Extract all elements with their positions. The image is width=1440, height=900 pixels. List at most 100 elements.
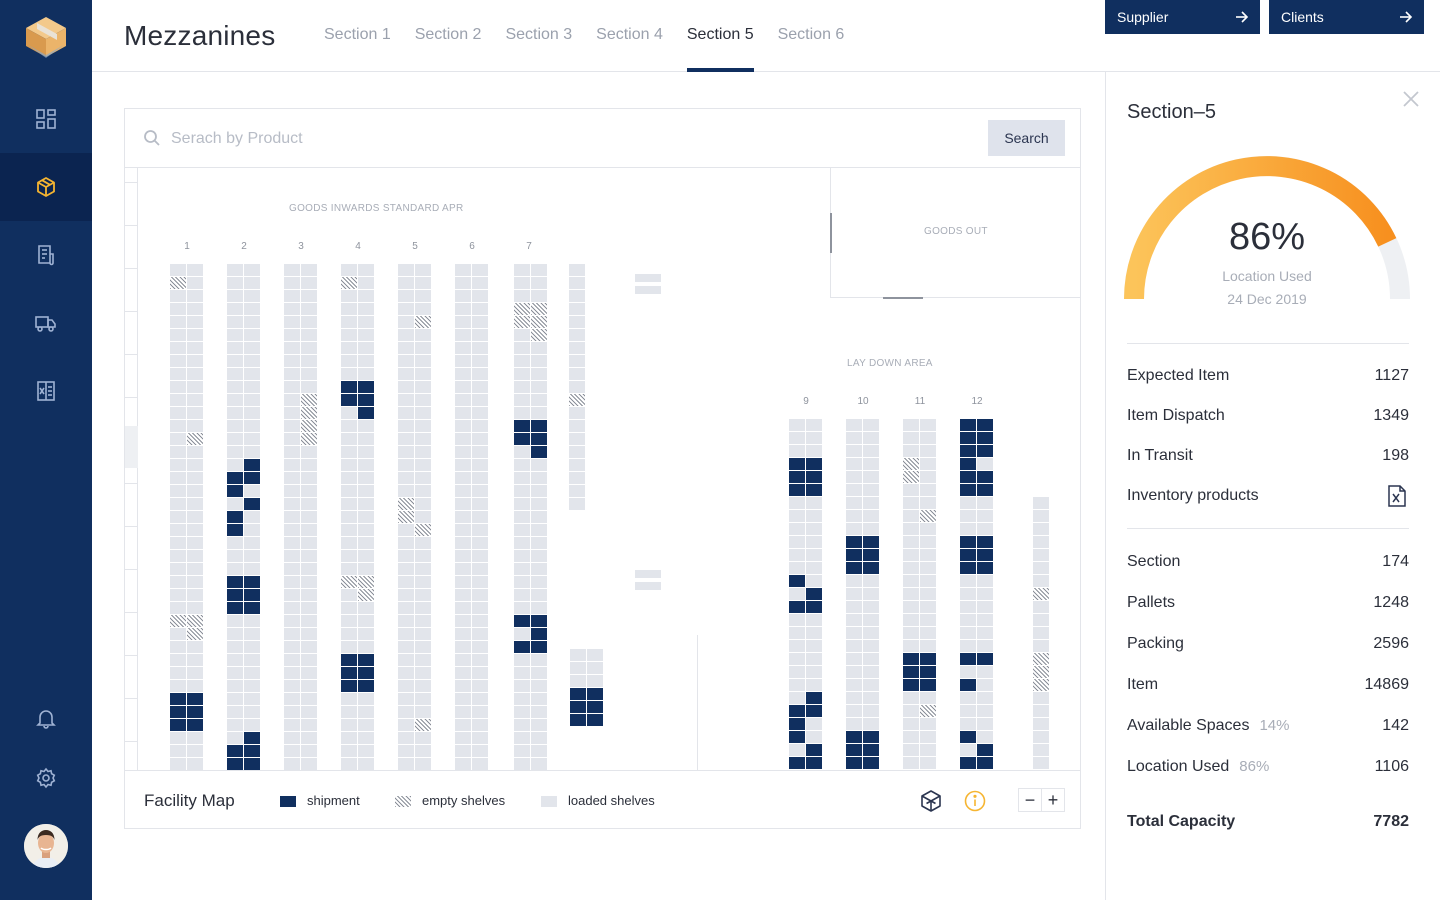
shelf-loaded[interactable]: [227, 342, 243, 354]
shelf-loaded[interactable]: [1033, 744, 1049, 756]
shelf-loaded[interactable]: [284, 693, 300, 705]
shelf-loaded[interactable]: [806, 679, 822, 691]
shelf-shipment[interactable]: [531, 420, 547, 432]
shelf-loaded[interactable]: [569, 446, 585, 458]
shelf-loaded[interactable]: [341, 446, 357, 458]
shelf-loaded[interactable]: [398, 342, 414, 354]
shelf-shipment[interactable]: [531, 433, 547, 445]
shelf-loaded[interactable]: [514, 706, 530, 718]
shelf-loaded[interactable]: [170, 264, 186, 276]
shelf-loaded[interactable]: [301, 472, 317, 484]
shelf-loaded[interactable]: [903, 445, 919, 457]
shelf-loaded[interactable]: [1033, 731, 1049, 743]
shelf-shipment[interactable]: [244, 589, 260, 601]
shelf-loaded[interactable]: [863, 575, 879, 587]
shelf-loaded[interactable]: [398, 264, 414, 276]
shelf-loaded[interactable]: [284, 654, 300, 666]
shelf-loaded[interactable]: [455, 420, 471, 432]
shelf-loaded[interactable]: [455, 303, 471, 315]
shelf-loaded[interactable]: [244, 394, 260, 406]
shelf-loaded[interactable]: [472, 290, 488, 302]
shelf-loaded[interactable]: [227, 615, 243, 627]
shelf-loaded[interactable]: [358, 758, 374, 770]
shelf-loaded[interactable]: [587, 649, 603, 661]
shelf-empty[interactable]: [514, 316, 530, 328]
shelf-loaded[interactable]: [863, 484, 879, 496]
shelf-loaded[interactable]: [569, 355, 585, 367]
shelf-shipment[interactable]: [846, 757, 862, 769]
shelf-loaded[interactable]: [977, 601, 993, 613]
shelf-shipment[interactable]: [960, 653, 976, 665]
shelf-loaded[interactable]: [187, 394, 203, 406]
shelf-shipment[interactable]: [358, 381, 374, 393]
sidebar-item-box[interactable]: [0, 153, 92, 221]
shelf-shipment[interactable]: [920, 679, 936, 691]
shelf-loaded[interactable]: [341, 706, 357, 718]
shelf-loaded[interactable]: [455, 342, 471, 354]
shelf-shipment[interactable]: [846, 744, 862, 756]
shelf-loaded[interactable]: [569, 329, 585, 341]
shelf-shipment[interactable]: [806, 471, 822, 483]
shelf-empty[interactable]: [187, 615, 203, 627]
shelf-shipment[interactable]: [244, 602, 260, 614]
tab-section-2[interactable]: Section 2: [414, 26, 482, 43]
shelf-loaded[interactable]: [455, 394, 471, 406]
shelf-loaded[interactable]: [455, 615, 471, 627]
shelf-loaded[interactable]: [358, 355, 374, 367]
shelf-loaded[interactable]: [301, 485, 317, 497]
shelf-empty[interactable]: [398, 498, 414, 510]
shelf-loaded[interactable]: [398, 303, 414, 315]
shelf-loaded[interactable]: [569, 264, 585, 276]
shelf-shipment[interactable]: [187, 693, 203, 705]
shelf-loaded[interactable]: [977, 523, 993, 535]
shelf-loaded[interactable]: [531, 342, 547, 354]
shelf-loaded[interactable]: [846, 640, 862, 652]
shelf-loaded[interactable]: [187, 745, 203, 757]
shelf-loaded[interactable]: [472, 394, 488, 406]
shelf-shipment[interactable]: [960, 731, 976, 743]
shelf-loaded[interactable]: [415, 667, 431, 679]
shelf-loaded[interactable]: [455, 667, 471, 679]
shelf-loaded[interactable]: [341, 745, 357, 757]
shelf-loaded[interactable]: [170, 394, 186, 406]
shelf-loaded[interactable]: [341, 641, 357, 653]
shelf-loaded[interactable]: [863, 653, 879, 665]
shelf-loaded[interactable]: [789, 549, 805, 561]
shelf-loaded[interactable]: [472, 498, 488, 510]
shelf-loaded[interactable]: [341, 589, 357, 601]
shelf-loaded[interactable]: [903, 523, 919, 535]
close-icon[interactable]: [1402, 90, 1420, 108]
shelf-shipment[interactable]: [341, 394, 357, 406]
shelf-loaded[interactable]: [244, 420, 260, 432]
shelf-loaded[interactable]: [358, 745, 374, 757]
shelf-shipment[interactable]: [806, 458, 822, 470]
shelf-loaded[interactable]: [415, 459, 431, 471]
shelf-empty[interactable]: [1033, 679, 1049, 691]
shelf-loaded[interactable]: [284, 537, 300, 549]
shelf-shipment[interactable]: [341, 654, 357, 666]
shelf-loaded[interactable]: [301, 264, 317, 276]
shelf-loaded[interactable]: [789, 445, 805, 457]
shelf-loaded[interactable]: [341, 316, 357, 328]
shelf-loaded[interactable]: [472, 264, 488, 276]
shelf-loaded[interactable]: [472, 719, 488, 731]
shelf-loaded[interactable]: [789, 744, 805, 756]
shelf-shipment[interactable]: [358, 654, 374, 666]
shelf-loaded[interactable]: [358, 732, 374, 744]
sidebar-item-dashboard[interactable]: [0, 85, 92, 153]
shelf-loaded[interactable]: [570, 662, 586, 674]
shelf-loaded[interactable]: [960, 523, 976, 535]
shelf-loaded[interactable]: [472, 615, 488, 627]
shelf-loaded[interactable]: [284, 303, 300, 315]
shelf-empty[interactable]: [531, 303, 547, 315]
shelf-loaded[interactable]: [806, 536, 822, 548]
shelf-loaded[interactable]: [514, 654, 530, 666]
shelf-loaded[interactable]: [301, 563, 317, 575]
shelf-loaded[interactable]: [301, 355, 317, 367]
shelf-loaded[interactable]: [301, 693, 317, 705]
shelf-loaded[interactable]: [358, 264, 374, 276]
shelf-loaded[interactable]: [358, 641, 374, 653]
shelf-loaded[interactable]: [284, 511, 300, 523]
shelf-loaded[interactable]: [846, 523, 862, 535]
shelf-loaded[interactable]: [569, 381, 585, 393]
